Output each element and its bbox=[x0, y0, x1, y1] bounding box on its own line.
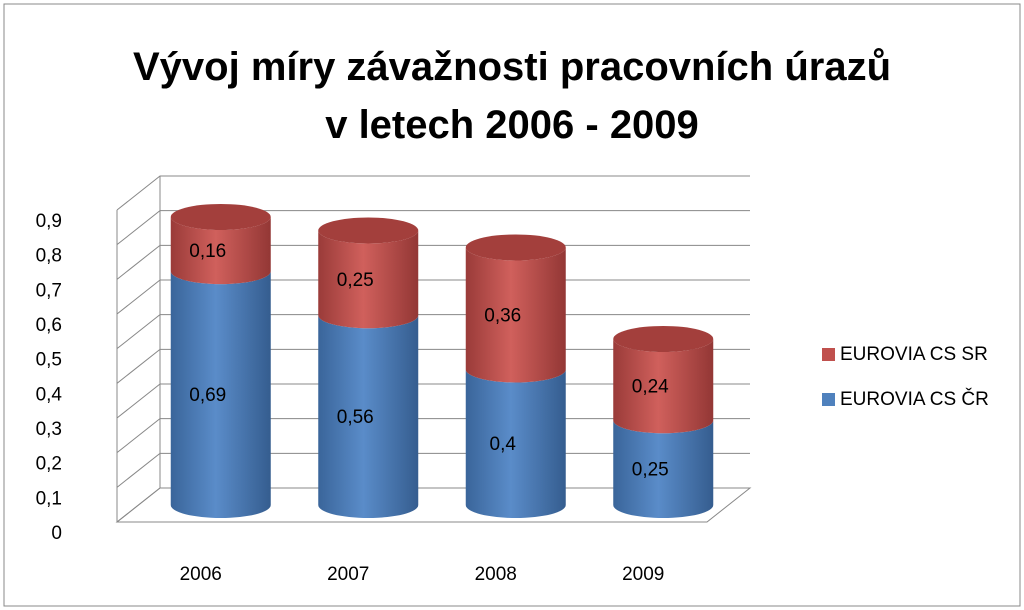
cylinder-segment bbox=[170, 271, 271, 519]
value-label: 0,36 bbox=[484, 305, 521, 326]
y-tick-label: 0,7 bbox=[36, 280, 62, 301]
cylinder-segment bbox=[465, 369, 566, 519]
value-label: 0,16 bbox=[189, 241, 226, 262]
cylinder-top bbox=[318, 217, 419, 244]
y-tick-label: 0,2 bbox=[36, 454, 62, 475]
cylinder-segment bbox=[170, 216, 271, 285]
chart-title: Vývoj míry závažnosti pracovních úrazů v… bbox=[132, 45, 892, 147]
value-label: 0,25 bbox=[632, 460, 669, 481]
y-tick-label: 0,3 bbox=[36, 419, 62, 440]
x-tick-label: 2008 bbox=[475, 564, 517, 585]
y-tick-label: 0,5 bbox=[36, 350, 62, 371]
x-tick-label: 2009 bbox=[622, 564, 664, 585]
value-label: 0,56 bbox=[337, 407, 374, 428]
legend-label: EUROVIA CS SR bbox=[840, 344, 988, 365]
grid-line bbox=[116, 175, 750, 211]
y-tick-label: 0,1 bbox=[36, 488, 62, 509]
cylinder-segment bbox=[465, 247, 566, 383]
x-tick-label: 2006 bbox=[180, 564, 222, 585]
legend-label: EUROVIA CS ČR bbox=[840, 388, 989, 410]
legend-swatch bbox=[822, 393, 835, 406]
cylinder-top bbox=[170, 203, 271, 230]
cylinder-segment bbox=[613, 338, 714, 434]
y-tick-label: 0,4 bbox=[36, 384, 63, 405]
grid-line bbox=[116, 210, 750, 246]
cylinder-top bbox=[465, 234, 566, 261]
y-tick-label: 0,9 bbox=[36, 211, 62, 232]
y-tick-label: 0,8 bbox=[36, 246, 62, 267]
cylinder-segment bbox=[318, 315, 419, 519]
cylinder-segment bbox=[318, 230, 419, 329]
y-tick-label: 0 bbox=[51, 523, 62, 544]
value-label: 0,24 bbox=[632, 377, 669, 398]
value-label: 0,69 bbox=[189, 385, 226, 406]
value-label: 0,4 bbox=[490, 434, 517, 455]
legend-swatch bbox=[822, 348, 835, 361]
value-label: 0,25 bbox=[337, 270, 374, 291]
cylinder-segment bbox=[613, 420, 714, 519]
y-tick-label: 0,6 bbox=[36, 315, 62, 336]
cylinder-top bbox=[613, 325, 714, 352]
x-tick-label: 2007 bbox=[327, 564, 369, 585]
